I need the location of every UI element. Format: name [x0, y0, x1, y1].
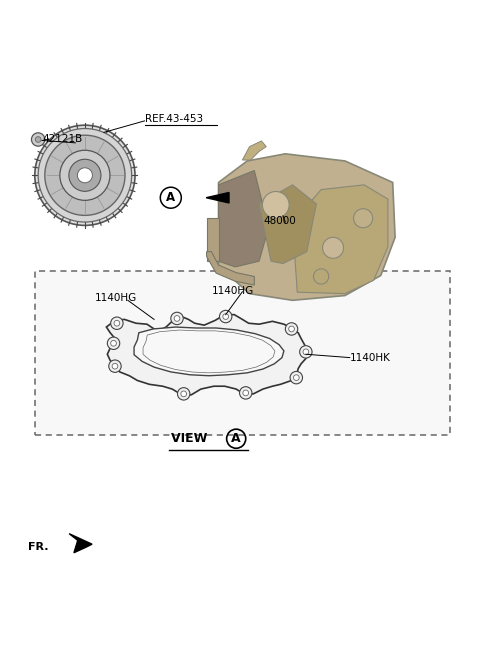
Circle shape: [171, 312, 183, 325]
Circle shape: [35, 136, 41, 142]
Circle shape: [178, 388, 190, 400]
Polygon shape: [134, 327, 284, 376]
Text: A: A: [231, 432, 241, 445]
Circle shape: [69, 159, 101, 192]
Polygon shape: [218, 154, 395, 300]
Circle shape: [32, 133, 45, 146]
Circle shape: [77, 168, 93, 183]
Circle shape: [240, 386, 252, 399]
Circle shape: [108, 337, 120, 350]
Circle shape: [114, 320, 120, 326]
Text: REF.43-453: REF.43-453: [144, 114, 203, 124]
Text: FR.: FR.: [28, 542, 48, 552]
Circle shape: [303, 349, 309, 355]
Circle shape: [38, 129, 132, 222]
Circle shape: [354, 209, 372, 228]
Circle shape: [174, 316, 180, 321]
Polygon shape: [292, 185, 388, 294]
Circle shape: [35, 125, 135, 226]
Circle shape: [223, 314, 228, 319]
Circle shape: [290, 371, 302, 384]
Circle shape: [288, 326, 294, 332]
Text: 48000: 48000: [264, 216, 297, 226]
Circle shape: [243, 390, 249, 396]
Polygon shape: [206, 192, 229, 203]
Polygon shape: [206, 218, 218, 261]
Circle shape: [45, 135, 125, 215]
Text: 42121B: 42121B: [42, 134, 82, 144]
Circle shape: [60, 150, 110, 200]
Circle shape: [263, 192, 289, 218]
Circle shape: [112, 363, 118, 369]
Circle shape: [219, 310, 232, 323]
Circle shape: [111, 340, 116, 346]
Text: A: A: [166, 191, 175, 204]
Polygon shape: [218, 171, 269, 267]
Circle shape: [181, 391, 187, 397]
Polygon shape: [242, 141, 266, 160]
Bar: [35, 271, 450, 436]
Polygon shape: [259, 185, 316, 264]
Text: 1140HK: 1140HK: [350, 352, 391, 363]
Text: 1140HG: 1140HG: [95, 293, 137, 304]
Circle shape: [285, 323, 298, 335]
Circle shape: [109, 360, 121, 373]
Text: VIEW: VIEW: [170, 432, 211, 445]
Circle shape: [300, 346, 312, 358]
Polygon shape: [69, 534, 92, 553]
Circle shape: [313, 269, 329, 284]
Polygon shape: [206, 252, 254, 285]
Circle shape: [293, 375, 299, 380]
Text: 1140HG: 1140HG: [211, 286, 253, 296]
Circle shape: [111, 317, 123, 329]
Polygon shape: [107, 315, 308, 395]
Circle shape: [323, 237, 344, 258]
